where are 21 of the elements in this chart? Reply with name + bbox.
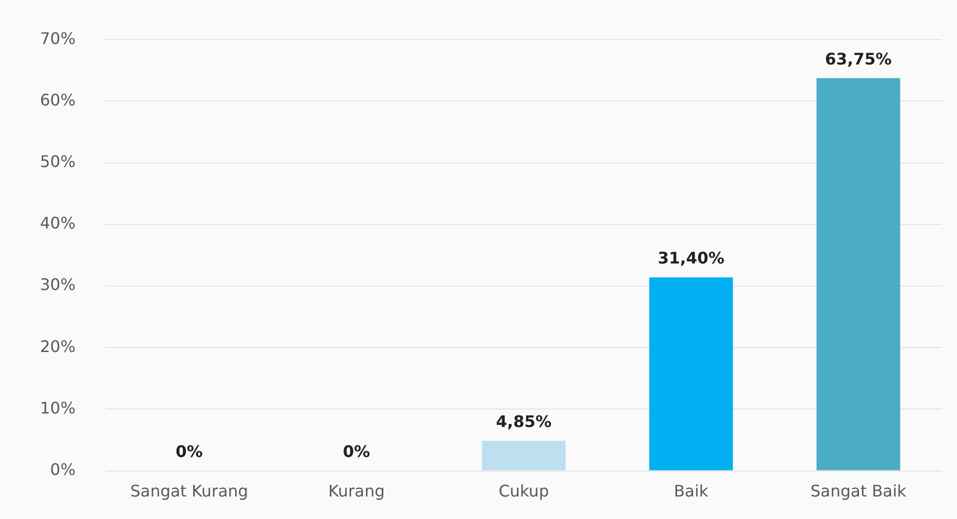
data-label: 0%: [342, 442, 370, 461]
y-tick-label: 40%: [40, 214, 76, 233]
bar: [816, 78, 900, 470]
x-tick-label: Sangat Baik: [810, 482, 908, 501]
y-tick-label: 20%: [40, 336, 76, 356]
bar: [482, 440, 566, 470]
y-tick-label: 0%: [50, 460, 76, 479]
x-tick-label: Sangat Kurang: [130, 482, 248, 501]
y-tick-label: 50%: [40, 152, 76, 171]
y-tick-label: 70%: [40, 28, 76, 48]
data-label: 31,40%: [658, 248, 724, 268]
x-tick-label: Kurang: [328, 482, 385, 501]
data-label: 4,85%: [496, 412, 552, 432]
x-tick-label: Baik: [674, 482, 710, 501]
y-tick-label: 10%: [40, 398, 76, 418]
bar: [649, 277, 733, 470]
data-label: 63,75%: [825, 49, 892, 68]
data-label: 0%: [176, 442, 203, 461]
x-tick-label: Cukup: [498, 482, 549, 501]
y-tick-label: 60%: [40, 90, 76, 110]
y-tick-label: 30%: [40, 275, 76, 294]
